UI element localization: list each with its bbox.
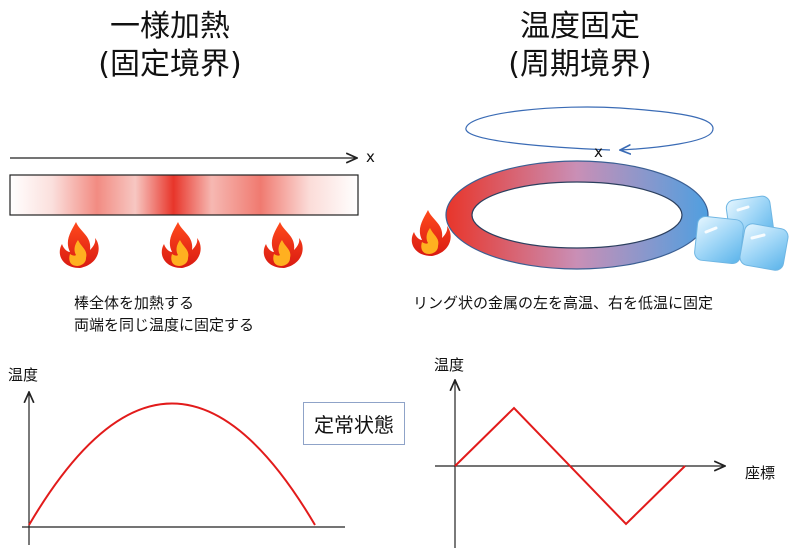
ring-x-label: x bbox=[594, 143, 603, 161]
left-graph-ylabel: 温度 bbox=[8, 366, 39, 384]
right-title-line1: 温度固定 bbox=[520, 9, 640, 44]
right-graph-ylabel: 温度 bbox=[434, 356, 465, 374]
flame-icon bbox=[411, 210, 451, 256]
left-description-line2: 両端を同じ温度に固定する bbox=[74, 316, 255, 334]
flame-icon bbox=[59, 222, 99, 268]
steady-state-label: 定常状態 bbox=[303, 402, 405, 445]
right-title-line2: (周期境界) bbox=[508, 47, 652, 82]
ice-cubes-icon bbox=[694, 195, 789, 271]
right-title: 温度固定 (周期境界) bbox=[470, 8, 690, 84]
left-title-line2: (固定境界) bbox=[98, 47, 242, 82]
heated-rod bbox=[9, 174, 359, 216]
right-description: リング状の金属の左を高温、右を低温に固定 bbox=[413, 294, 714, 312]
left-description-line1: 棒全体を加熱する bbox=[74, 294, 195, 312]
periodic-loop-arrow bbox=[465, 106, 714, 150]
flame-icon bbox=[263, 222, 303, 268]
right-graph-curve bbox=[454, 406, 686, 526]
flame-icon bbox=[161, 222, 201, 268]
left-graph-curve bbox=[28, 402, 316, 526]
rod-x-label: x bbox=[366, 148, 375, 166]
left-title-line1: 一様加熱 bbox=[110, 9, 230, 44]
left-title: 一様加熱 (固定境界) bbox=[60, 8, 280, 84]
metal-ring bbox=[445, 160, 709, 270]
right-graph-xlabel: 座標 bbox=[745, 464, 776, 482]
left-description: 棒全体を加熱する 両端を同じ温度に固定する bbox=[74, 292, 254, 336]
